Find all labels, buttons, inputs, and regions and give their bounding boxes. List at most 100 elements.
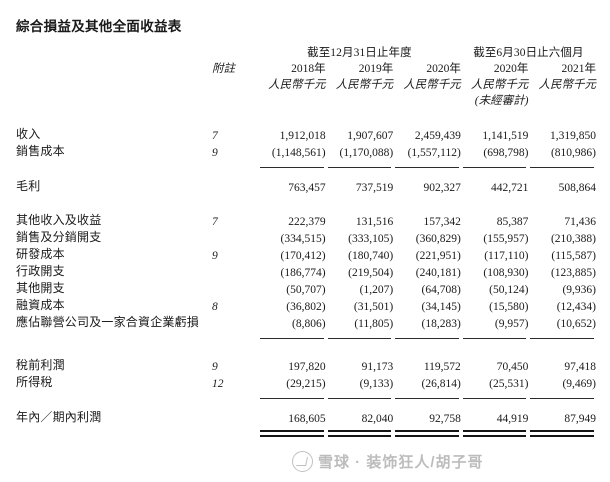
group-header-row: 截至12月31日止年度 截至6月30日止六個月 xyxy=(16,44,596,60)
row-label: 行政開支 xyxy=(16,264,65,278)
row-value: (18,283) xyxy=(421,318,461,330)
row-value: 1,907,607 xyxy=(347,130,394,142)
table-row: 所得稅 12 (29,215) (9,133) (26,814) (25,531… xyxy=(16,373,596,390)
table-row: 應佔聯營公司及一家合資企業虧損 (8,806) (11,805) (18,283… xyxy=(16,313,596,330)
row-label: 應佔聯營公司及一家合資企業虧損 xyxy=(16,315,200,329)
group-header-interim: 截至6月30日止六個月 xyxy=(473,47,584,59)
unit-header-2021-interim: 人民幣千元 xyxy=(538,79,597,91)
row-value: (64,708) xyxy=(421,284,461,296)
table-row: 收入 7 1,912,018 1,907,607 2,459,439 1,141… xyxy=(16,125,596,142)
row-label: 銷售成本 xyxy=(16,144,65,158)
row-value: (9,957) xyxy=(494,318,529,330)
year-header-2021-interim: 2021年 xyxy=(561,63,597,75)
spacer-cell xyxy=(212,92,258,108)
row-value: (334,515) xyxy=(280,233,326,245)
row-value: (9,133) xyxy=(359,378,394,390)
row-value: (10,652) xyxy=(556,318,597,330)
group-header-annual: 截至12月31日止年度 xyxy=(307,47,412,59)
row-note: 7 xyxy=(212,216,218,228)
row-value: 442,721 xyxy=(491,182,529,194)
income-statement-table: 截至12月31日止年度 截至6月30日止六個月 附註 2018年 2019年 2… xyxy=(16,44,596,437)
row-value: (221,951) xyxy=(415,250,461,262)
rule-segment xyxy=(528,330,596,339)
table-row: 稅前利潤 9 197,820 91,173 119,572 70,450 97,… xyxy=(16,356,596,373)
row-value: 197,820 xyxy=(288,361,326,373)
row-value: (9,936) xyxy=(562,284,597,296)
total-rule xyxy=(16,425,596,437)
row-spacer xyxy=(16,168,596,177)
row-value: (333,105) xyxy=(348,233,394,245)
row-label: 年內／期內利潤 xyxy=(16,410,102,424)
spacer-cell xyxy=(212,76,258,92)
row-label: 研發成本 xyxy=(16,247,65,261)
row-note: 12 xyxy=(212,378,224,390)
row-value: (26,814) xyxy=(421,378,461,390)
row-value: (155,957) xyxy=(483,233,529,245)
year-header-2020: 2020年 xyxy=(426,63,461,75)
table-row: 銷售及分銷開支 (334,515) (333,105) (360,829) (1… xyxy=(16,228,596,245)
row-value: 168,605 xyxy=(288,413,326,425)
row-value: (360,829) xyxy=(415,233,461,245)
spacer-cell xyxy=(16,168,596,177)
row-label: 收入 xyxy=(16,127,41,141)
row-label: 毛利 xyxy=(16,179,41,193)
row-value: (12,434) xyxy=(556,301,597,313)
rule-segment xyxy=(393,390,461,399)
rule-segment xyxy=(258,390,326,399)
rule-segment xyxy=(326,425,394,437)
row-value: 2,459,439 xyxy=(414,130,461,142)
subheader-2020-interim-unaudited: (未經審計) xyxy=(474,95,529,107)
subtotal-rule xyxy=(16,330,596,339)
row-value: 92,758 xyxy=(429,413,461,425)
spacer-cell xyxy=(16,330,212,339)
watermark-text: 雪球 · 装饰狂人/胡子哥 xyxy=(318,453,484,471)
row-note xyxy=(212,228,258,245)
spacer-cell xyxy=(16,399,596,408)
rule-segment xyxy=(258,159,326,168)
rule-segment xyxy=(528,390,596,399)
rule-segment xyxy=(258,425,326,437)
unit-header-2018: 人民幣千元 xyxy=(268,79,326,91)
row-label: 其他開支 xyxy=(16,281,65,295)
row-note: 9 xyxy=(212,147,218,159)
subtotal-rule xyxy=(16,390,596,399)
row-value: (1,207) xyxy=(359,284,394,296)
row-value: (123,885) xyxy=(550,267,597,279)
table-row: 其他收入及收益 7 222,379 131,516 157,342 85,387… xyxy=(16,211,596,228)
row-label: 銷售及分銷開支 xyxy=(16,230,102,244)
spacer-cell xyxy=(212,330,258,339)
row-value: (810,986) xyxy=(550,147,597,159)
row-spacer xyxy=(16,339,596,356)
year-header-2020-interim: 2020年 xyxy=(493,63,529,75)
row-spacer xyxy=(16,399,596,408)
row-note: 8 xyxy=(212,301,218,313)
row-value: (9,469) xyxy=(562,378,597,390)
rule-segment xyxy=(461,390,529,399)
unit-header-2019: 人民幣千元 xyxy=(335,79,394,91)
row-note xyxy=(212,262,258,279)
rule-segment xyxy=(258,330,326,339)
row-value: 1,912,018 xyxy=(279,130,326,142)
row-value: (50,124) xyxy=(489,284,529,296)
row-note xyxy=(212,408,258,425)
unit-header-2020: 人民幣千元 xyxy=(403,79,461,91)
table-row: 其他開支 (50,707) (1,207) (64,708) (50,124) … xyxy=(16,279,596,296)
subheader-2019 xyxy=(326,92,394,108)
row-value: (170,412) xyxy=(280,250,326,262)
rule-segment xyxy=(461,330,529,339)
spacer-cell xyxy=(16,44,212,60)
spacer-cell xyxy=(16,76,212,92)
row-value: (1,148,561) xyxy=(271,147,326,159)
table-row: 毛利 763,457 737,519 902,327 442,721 508,8… xyxy=(16,177,596,194)
year-header-row: 附註 2018年 2019年 2020年 2020年 2021年 xyxy=(16,60,596,76)
row-value: 157,342 xyxy=(423,216,461,228)
row-value: 131,516 xyxy=(355,216,394,228)
spacer-cell xyxy=(16,159,212,168)
unit-header-row: 人民幣千元 人民幣千元 人民幣千元 人民幣千元 人民幣千元 xyxy=(16,76,596,92)
unit-header-2020-interim: 人民幣千元 xyxy=(470,79,529,91)
row-value: (117,110) xyxy=(484,250,529,262)
table-row: 融資成本 8 (36,802) (31,501) (34,145) (15,58… xyxy=(16,296,596,313)
watermark: 雪球 · 装饰狂人/胡子哥 xyxy=(292,446,592,476)
row-value: (108,930) xyxy=(483,267,529,279)
